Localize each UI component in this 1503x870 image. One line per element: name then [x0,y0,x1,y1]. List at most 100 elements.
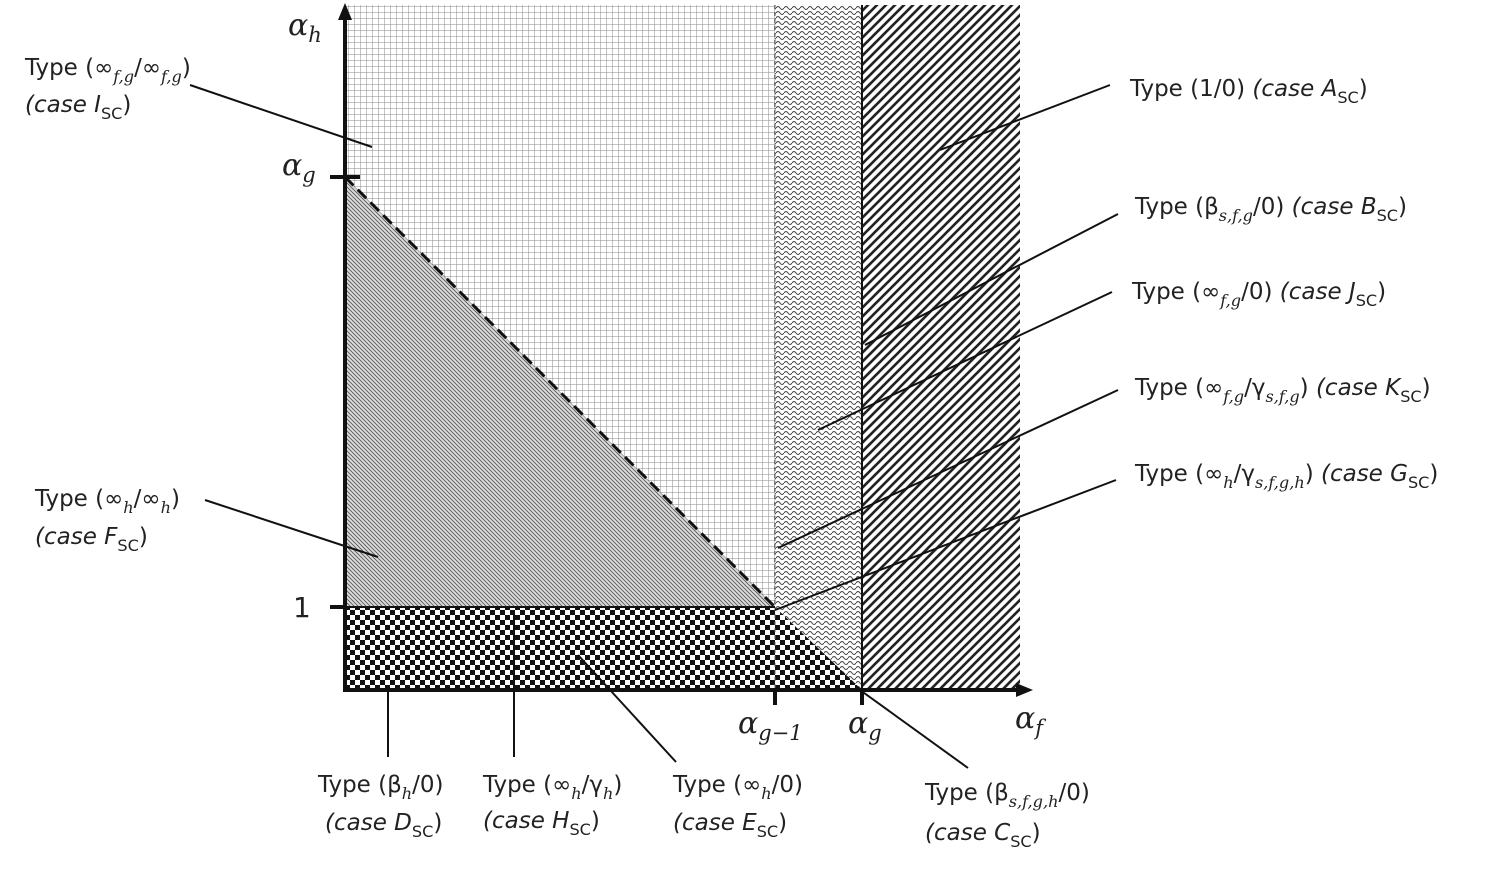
arrow [338,3,352,20]
subscript: SC [412,822,433,841]
italic: (case I [25,92,101,118]
subscript: SC [1010,832,1031,851]
labels: αh​ αf​ αg​ 1 αg−1​ αg​ Type (∞f,g​/∞f,g​) (cas… [24,8,1438,851]
label: (case ESC​) [673,810,787,841]
subscript: s,f,g,h [1255,473,1305,492]
subscript: f,g [1219,291,1241,310]
text-segment: /γ [582,772,603,798]
text-segment: /0) [1253,194,1292,220]
label: (case FSC​) [35,524,148,555]
italic: (case C [925,820,1010,846]
text-segment: /0) [1058,780,1089,806]
leader [189,84,373,148]
subscript: SC [117,536,138,555]
leader [577,654,677,763]
text-segment: Type (∞ [672,772,761,798]
subscript: h [402,784,412,803]
subscript: f,g [160,67,182,86]
label: αf​ [1015,701,1046,740]
label: (case HSC​) [483,808,600,839]
subscript: g [302,163,315,187]
label: (case DSC​) [325,810,442,841]
arrow [1016,683,1033,697]
label: Type (βh​/0) [317,772,444,803]
subscript: h [1223,473,1233,492]
label: 1 [293,591,311,624]
text-segment: /γ [1234,461,1255,487]
label: Type (∞f,g​/0) (case JSC​) [1131,279,1386,310]
label: Type (∞f,g​/γs,f,g​) (case KSC​) [1134,375,1431,406]
italic: (case B [1292,194,1377,220]
subscript: SC [569,820,590,839]
subscript: f,g [112,67,134,86]
label: (case ISC​) [25,92,131,123]
subscript: h [123,498,133,517]
text-segment: ) [122,92,131,118]
leader [204,499,379,558]
text-segment: /0) [1241,279,1280,305]
subscript: h [161,498,171,517]
italic: (case G [1321,461,1408,487]
italic: (case K [1316,375,1402,401]
text-segment: /0) [412,772,443,798]
axes [330,3,1033,705]
text-segment: 1 [293,591,311,624]
italic: (case D [325,810,412,836]
subscript: SC [1408,473,1429,492]
text-segment: Type (∞ [1131,279,1220,305]
text-segment: ) [591,808,600,834]
text-segment: ) [613,772,622,798]
subscript: h [571,784,581,803]
subscript: SC [1400,387,1421,406]
leaders [189,84,1119,769]
text-segment: Type (β [1134,194,1219,220]
text-segment: α [848,706,868,741]
text-segment: α [288,8,308,43]
text-segment: ) [1422,375,1431,401]
text-segment: Type (∞ [1134,461,1223,487]
subscript: SC [757,822,778,841]
leader [774,479,1117,611]
subscript: SC [1356,291,1377,310]
text-segment: ) [1300,375,1316,401]
subscript: g−1 [758,721,802,745]
text-segment: /γ [1244,375,1265,401]
region-d [345,607,862,690]
text-segment: Type (∞ [1134,375,1223,401]
text-segment: Type (β [317,772,402,798]
label: Type (1/0) (case ASC​) [1129,76,1368,107]
text-segment: ) [778,810,787,836]
text-segment: Type (β [924,780,1009,806]
text-segment: α [282,148,302,183]
text-segment: /0) [772,772,803,798]
leader [859,689,969,769]
subscript: s,f,g,h [1009,792,1059,811]
text-segment: ) [182,55,191,81]
subscript: s,f,g [1265,387,1299,406]
subscript: f,g [1222,387,1244,406]
label: αh​ [288,8,322,47]
text-segment: ) [171,486,180,512]
subscript: SC [1337,88,1358,107]
text-segment: ) [1359,76,1368,102]
label: Type (βs,f,g​/0) (case BSC​) [1134,194,1407,225]
subscript: h [308,23,322,47]
label: Type (∞f,g​/∞f,g​) [24,55,191,86]
text-segment: α [1015,701,1035,736]
text-segment: Type (∞ [482,772,571,798]
text-segment: ) [433,810,442,836]
region-j [775,5,862,690]
text-segment: ) [1429,461,1438,487]
text-segment: /∞ [134,486,161,512]
subscript: f [1033,716,1046,740]
text-segment: ) [1032,820,1041,846]
dashed-boundary [343,175,777,609]
leader [864,213,1119,346]
text-segment: /∞ [134,55,161,81]
text-segment: ) [1305,461,1321,487]
label: Type (∞h​/0) [672,772,803,803]
text-segment: Type (∞ [24,55,113,81]
text-segment: ) [1398,194,1407,220]
